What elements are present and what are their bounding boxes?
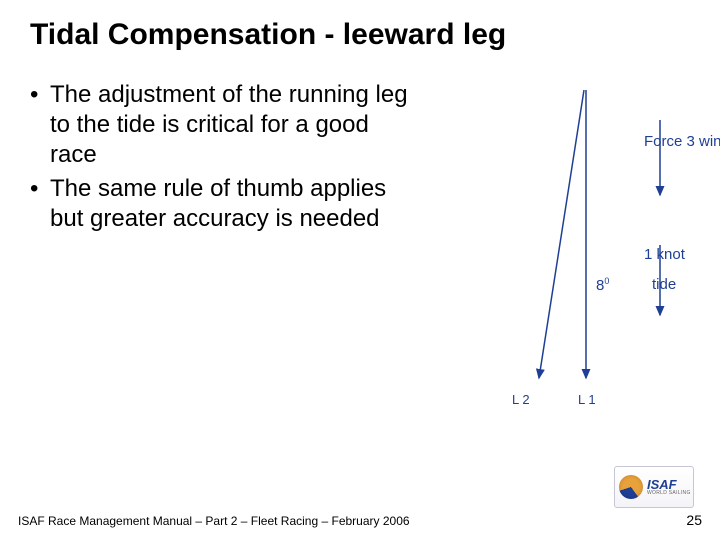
wind-label: Force 3 wind <box>644 134 704 151</box>
mark-l1-text: L 1 <box>578 392 596 407</box>
isaf-logo-globe-icon <box>619 475 643 499</box>
knot-label-text: 1 knot <box>644 246 685 263</box>
bullet-list: The adjustment of the running leg to the… <box>24 80 414 238</box>
leg-l2-line <box>539 90 584 378</box>
slide-title: Tidal Compensation - leeward leg <box>30 18 696 52</box>
isaf-logo-text: ISAF WORLD SAILING <box>647 478 691 496</box>
wind-label-text: Force 3 wind <box>644 133 720 150</box>
angle-sup: 0 <box>604 276 609 286</box>
page-number: 25 <box>686 512 702 528</box>
footer-text: ISAF Race Management Manual – Part 2 – F… <box>18 514 410 528</box>
diagram: Force 3 wind 1 knot tide 80 L 1 L 2 <box>400 90 700 440</box>
mark-l2-text: L 2 <box>512 392 530 407</box>
slide: Tidal Compensation - leeward leg The adj… <box>0 0 720 540</box>
tide-label-text: tide <box>652 276 676 293</box>
mark-l1-label: L 1 <box>578 392 596 407</box>
isaf-logo: ISAF WORLD SAILING <box>614 466 694 508</box>
mark-l2-label: L 2 <box>512 392 530 407</box>
tide-label: tide <box>652 276 676 293</box>
isaf-logo-sub: WORLD SAILING <box>647 491 691 496</box>
angle-label: 80 <box>596 276 609 294</box>
bullet-item: The adjustment of the running leg to the… <box>28 80 414 170</box>
knot-label: 1 knot <box>644 246 685 263</box>
bullet-item: The same rule of thumb applies but great… <box>28 174 414 234</box>
